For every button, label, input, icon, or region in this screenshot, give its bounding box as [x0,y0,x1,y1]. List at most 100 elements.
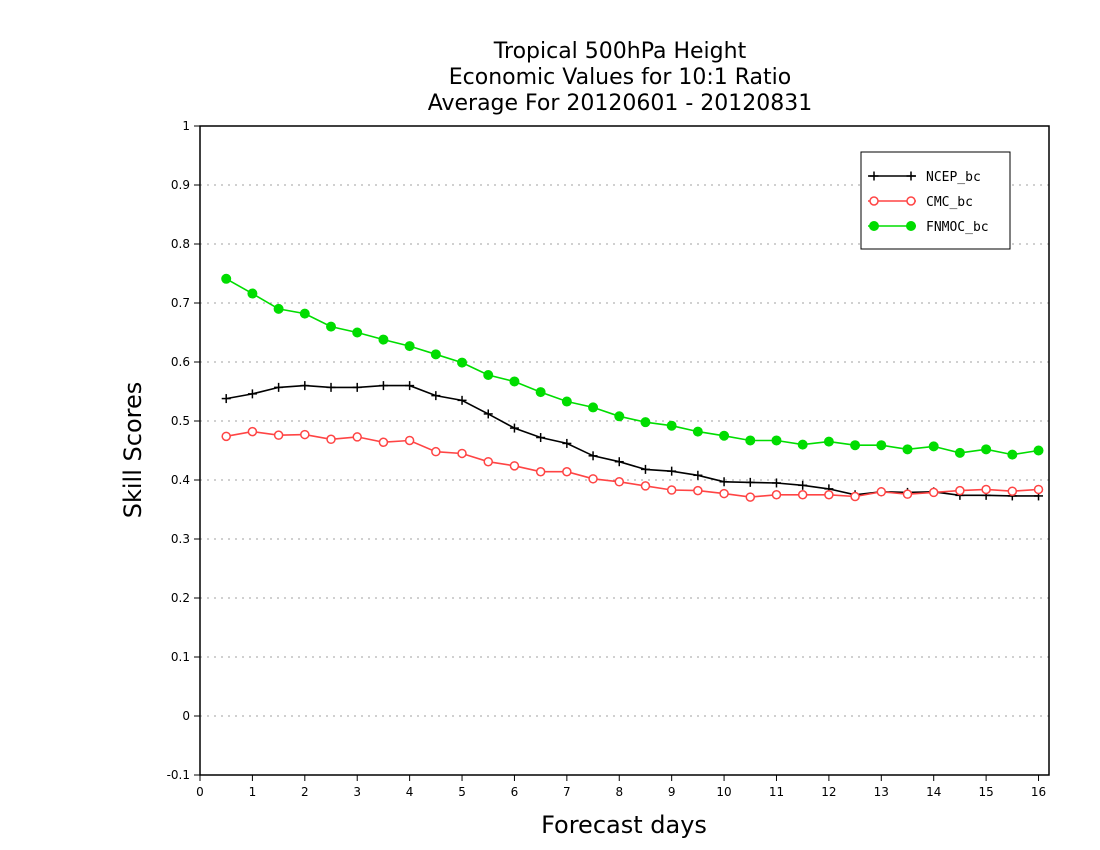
x-tick-label: 3 [353,785,361,799]
data-point-cmc-bc [326,434,336,445]
series-line-ncep-bc [226,384,1039,497]
data-point-cmc-bc [824,490,834,500]
series-cmc-bc [221,426,1044,502]
x-tick-label: 14 [926,785,941,799]
data-point-cmc-bc [431,446,441,457]
data-point-fnmoc-bc [483,369,494,380]
y-tick-label: 0.1 [171,650,190,664]
y-tick-label: 0.7 [171,296,190,310]
data-point-cmc-bc [562,466,572,477]
data-point-ncep-bc [431,391,441,401]
data-point-ncep-bc [483,409,493,419]
data-point-fnmoc-bc [771,435,782,446]
data-point-ncep-bc [352,382,362,392]
data-point-ncep-bc [300,381,310,391]
data-point-ncep-bc [536,433,546,443]
legend-marker-fnmoc-bc [869,221,879,231]
data-point-cmc-bc [928,487,939,498]
x-tick-label: 11 [769,785,784,799]
data-point-fnmoc-bc [719,430,730,441]
data-point-cmc-bc [221,431,231,442]
data-point-ncep-bc [667,466,677,476]
data-point-ncep-bc [798,480,808,490]
data-point-cmc-bc [1007,486,1018,496]
legend-marker-ncep-bc [869,171,879,181]
data-point-cmc-bc [666,485,677,495]
data-point-ncep-bc [326,382,336,392]
x-tick-label: 15 [978,785,993,799]
y-tick-label: 0 [182,709,190,723]
data-point-cmc-bc [509,461,520,471]
x-axis-ticks: 0 1 2 3 4 5 6 7 8 9 10 11 12 13 14 15 16 [196,775,1046,799]
legend-item-fnmoc-bc: FNMOC_bc [868,220,989,235]
data-point-cmc-bc [378,437,389,447]
data-point-fnmoc-bc [535,387,546,398]
gridlines [200,184,1049,717]
data-point-cmc-bc [640,481,651,491]
data-point-fnmoc-bc [326,321,337,332]
data-point-cmc-bc [535,466,546,477]
data-point-cmc-bc [719,488,729,499]
data-point-ncep-bc [221,394,231,404]
data-point-cmc-bc [614,477,625,487]
data-point-fnmoc-bc [509,376,520,387]
x-tick-label: 7 [563,785,571,799]
data-point-fnmoc-bc [954,447,965,458]
data-point-cmc-bc [876,487,887,497]
legend-marker-fnmoc-bc [906,221,916,231]
data-point-cmc-bc [247,426,258,437]
data-point-cmc-bc [352,432,362,442]
data-point-ncep-bc [247,389,257,399]
chart-title-line-2: Economic Values for 10:1 Ratio [449,65,791,90]
chart-title-line-1: Tropical 500hPa Height [493,39,747,64]
data-point-cmc-bc [981,484,991,495]
series-ncep-bc [221,381,1044,501]
data-point-fnmoc-bc [404,341,415,352]
y-tick-label: 0.3 [171,532,190,546]
data-point-fnmoc-bc [273,303,284,314]
x-tick-label: 1 [249,785,257,799]
y-tick-label: 0.2 [171,591,190,605]
data-point-cmc-bc [745,492,756,502]
y-tick-label: 1 [182,119,190,133]
data-point-cmc-bc [457,448,467,459]
x-tick-label: 16 [1031,785,1046,799]
data-point-fnmoc-bc [666,420,677,431]
series-line-cmc-bc [226,430,1039,498]
data-point-ncep-bc [274,382,284,392]
data-point-fnmoc-bc [299,308,310,319]
series-line-fnmoc-bc [225,278,1039,456]
data-point-ncep-bc [693,470,703,480]
data-point-cmc-bc [693,485,703,496]
data-point-fnmoc-bc [614,411,625,422]
data-point-fnmoc-bc [640,417,651,428]
data-point-fnmoc-bc [876,440,887,451]
data-point-ncep-bc [614,457,624,467]
plot-frame [199,125,1050,776]
data-point-fnmoc-bc [928,441,939,452]
data-point-cmc-bc [588,474,598,484]
y-axis-ticks: -0.1 0 0.1 0.2 0.3 0.4 0.5 0.6 0.7 0.8 0.9 1 [167,119,200,782]
y-tick-label: 0.4 [171,473,190,487]
data-point-ncep-bc [457,395,467,405]
x-tick-label: 6 [511,785,519,799]
data-point-ncep-bc [745,477,755,487]
legend-marker-ncep-bc [906,171,916,181]
legend-marker-cmc-bc [869,196,879,206]
legend-label-cmc-bc: CMC_bc [926,195,973,210]
y-tick-label: 0.6 [171,355,190,369]
data-point-ncep-bc [719,477,729,487]
legend-label-ncep-bc: NCEP_bc [926,170,981,185]
data-point-ncep-bc [405,381,415,391]
y-tick-label: 0.5 [171,414,190,428]
series-fnmoc-bc [221,273,1044,460]
data-point-fnmoc-bc [1007,449,1018,460]
data-point-cmc-bc [1033,484,1044,495]
data-point-fnmoc-bc [247,288,258,299]
data-point-cmc-bc [902,489,913,499]
data-point-ncep-bc [771,478,781,488]
data-point-cmc-bc [483,456,493,467]
x-tick-label: 9 [668,785,676,799]
data-point-ncep-bc [509,423,519,433]
x-tick-label: 8 [615,785,623,799]
